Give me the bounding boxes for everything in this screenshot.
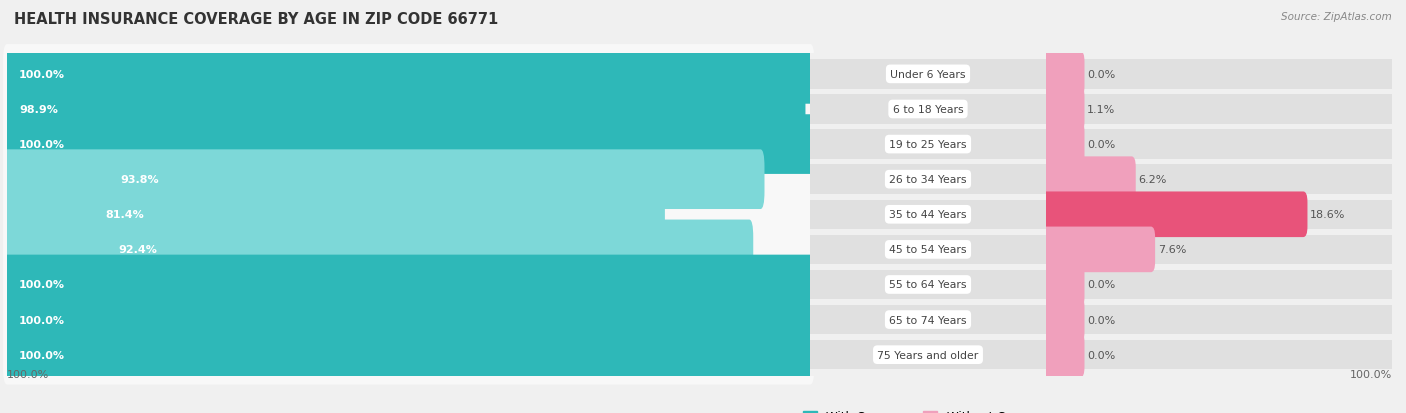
FancyBboxPatch shape — [7, 130, 810, 159]
FancyBboxPatch shape — [1042, 87, 1084, 133]
Text: 0.0%: 0.0% — [1087, 140, 1115, 150]
FancyBboxPatch shape — [7, 305, 810, 335]
Text: 100.0%: 100.0% — [20, 350, 65, 360]
FancyBboxPatch shape — [7, 95, 810, 124]
FancyBboxPatch shape — [3, 185, 814, 244]
Legend: With Coverage, Without Coverage: With Coverage, Without Coverage — [797, 406, 1059, 413]
FancyBboxPatch shape — [810, 165, 1046, 195]
Text: 45 to 54 Years: 45 to 54 Years — [889, 245, 967, 255]
FancyBboxPatch shape — [1042, 332, 1084, 377]
FancyBboxPatch shape — [3, 255, 814, 315]
FancyBboxPatch shape — [810, 305, 1046, 335]
FancyBboxPatch shape — [3, 115, 814, 174]
FancyBboxPatch shape — [7, 235, 810, 264]
FancyBboxPatch shape — [3, 290, 814, 349]
FancyBboxPatch shape — [810, 270, 1046, 299]
Text: 6.2%: 6.2% — [1139, 175, 1167, 185]
FancyBboxPatch shape — [810, 60, 1046, 89]
FancyBboxPatch shape — [7, 200, 810, 230]
Text: 100.0%: 100.0% — [20, 70, 65, 80]
Text: 100.0%: 100.0% — [7, 369, 49, 379]
FancyBboxPatch shape — [1042, 192, 1308, 237]
Text: 100.0%: 100.0% — [1350, 369, 1392, 379]
FancyBboxPatch shape — [3, 80, 814, 140]
FancyBboxPatch shape — [810, 95, 1046, 124]
FancyBboxPatch shape — [1046, 270, 1392, 299]
FancyBboxPatch shape — [3, 325, 814, 385]
FancyBboxPatch shape — [3, 220, 814, 280]
FancyBboxPatch shape — [3, 150, 814, 209]
Text: 0.0%: 0.0% — [1087, 280, 1115, 290]
FancyBboxPatch shape — [3, 325, 814, 385]
Text: 6 to 18 Years: 6 to 18 Years — [893, 105, 963, 115]
FancyBboxPatch shape — [1042, 52, 1084, 97]
FancyBboxPatch shape — [3, 150, 765, 209]
FancyBboxPatch shape — [3, 220, 754, 280]
Text: Source: ZipAtlas.com: Source: ZipAtlas.com — [1281, 12, 1392, 22]
Text: 100.0%: 100.0% — [20, 280, 65, 290]
Text: 100.0%: 100.0% — [20, 140, 65, 150]
FancyBboxPatch shape — [1046, 200, 1392, 230]
FancyBboxPatch shape — [3, 255, 814, 315]
Text: 0.0%: 0.0% — [1087, 350, 1115, 360]
Text: Under 6 Years: Under 6 Years — [890, 70, 966, 80]
FancyBboxPatch shape — [7, 60, 810, 89]
FancyBboxPatch shape — [810, 235, 1046, 264]
FancyBboxPatch shape — [7, 165, 810, 195]
FancyBboxPatch shape — [810, 200, 1046, 230]
Text: 100.0%: 100.0% — [20, 315, 65, 325]
Text: HEALTH INSURANCE COVERAGE BY AGE IN ZIP CODE 66771: HEALTH INSURANCE COVERAGE BY AGE IN ZIP … — [14, 12, 498, 27]
FancyBboxPatch shape — [1046, 235, 1392, 264]
FancyBboxPatch shape — [810, 340, 1046, 370]
Text: 26 to 34 Years: 26 to 34 Years — [889, 175, 967, 185]
Text: 18.6%: 18.6% — [1310, 210, 1346, 220]
FancyBboxPatch shape — [1042, 297, 1084, 342]
Text: 98.9%: 98.9% — [20, 105, 58, 115]
Text: 35 to 44 Years: 35 to 44 Years — [889, 210, 967, 220]
Text: 7.6%: 7.6% — [1159, 245, 1187, 255]
Text: 81.4%: 81.4% — [105, 210, 143, 220]
FancyBboxPatch shape — [1046, 95, 1392, 124]
FancyBboxPatch shape — [1042, 122, 1084, 168]
FancyBboxPatch shape — [1046, 305, 1392, 335]
FancyBboxPatch shape — [7, 340, 810, 370]
Text: 75 Years and older: 75 Years and older — [877, 350, 979, 360]
FancyBboxPatch shape — [1046, 340, 1392, 370]
Text: 1.1%: 1.1% — [1087, 105, 1115, 115]
FancyBboxPatch shape — [1042, 157, 1136, 202]
FancyBboxPatch shape — [3, 115, 814, 174]
FancyBboxPatch shape — [1046, 60, 1392, 89]
FancyBboxPatch shape — [1046, 165, 1392, 195]
Text: 55 to 64 Years: 55 to 64 Years — [889, 280, 967, 290]
FancyBboxPatch shape — [7, 270, 810, 299]
FancyBboxPatch shape — [3, 45, 814, 104]
Text: 65 to 74 Years: 65 to 74 Years — [889, 315, 967, 325]
Text: 19 to 25 Years: 19 to 25 Years — [889, 140, 967, 150]
Text: 0.0%: 0.0% — [1087, 315, 1115, 325]
FancyBboxPatch shape — [3, 290, 814, 349]
FancyBboxPatch shape — [3, 185, 665, 244]
Text: 0.0%: 0.0% — [1087, 70, 1115, 80]
FancyBboxPatch shape — [1046, 130, 1392, 159]
Text: 93.8%: 93.8% — [120, 175, 159, 185]
FancyBboxPatch shape — [3, 80, 806, 140]
FancyBboxPatch shape — [3, 45, 814, 104]
FancyBboxPatch shape — [1042, 262, 1084, 308]
FancyBboxPatch shape — [1042, 227, 1156, 273]
FancyBboxPatch shape — [810, 130, 1046, 159]
Text: 92.4%: 92.4% — [118, 245, 157, 255]
